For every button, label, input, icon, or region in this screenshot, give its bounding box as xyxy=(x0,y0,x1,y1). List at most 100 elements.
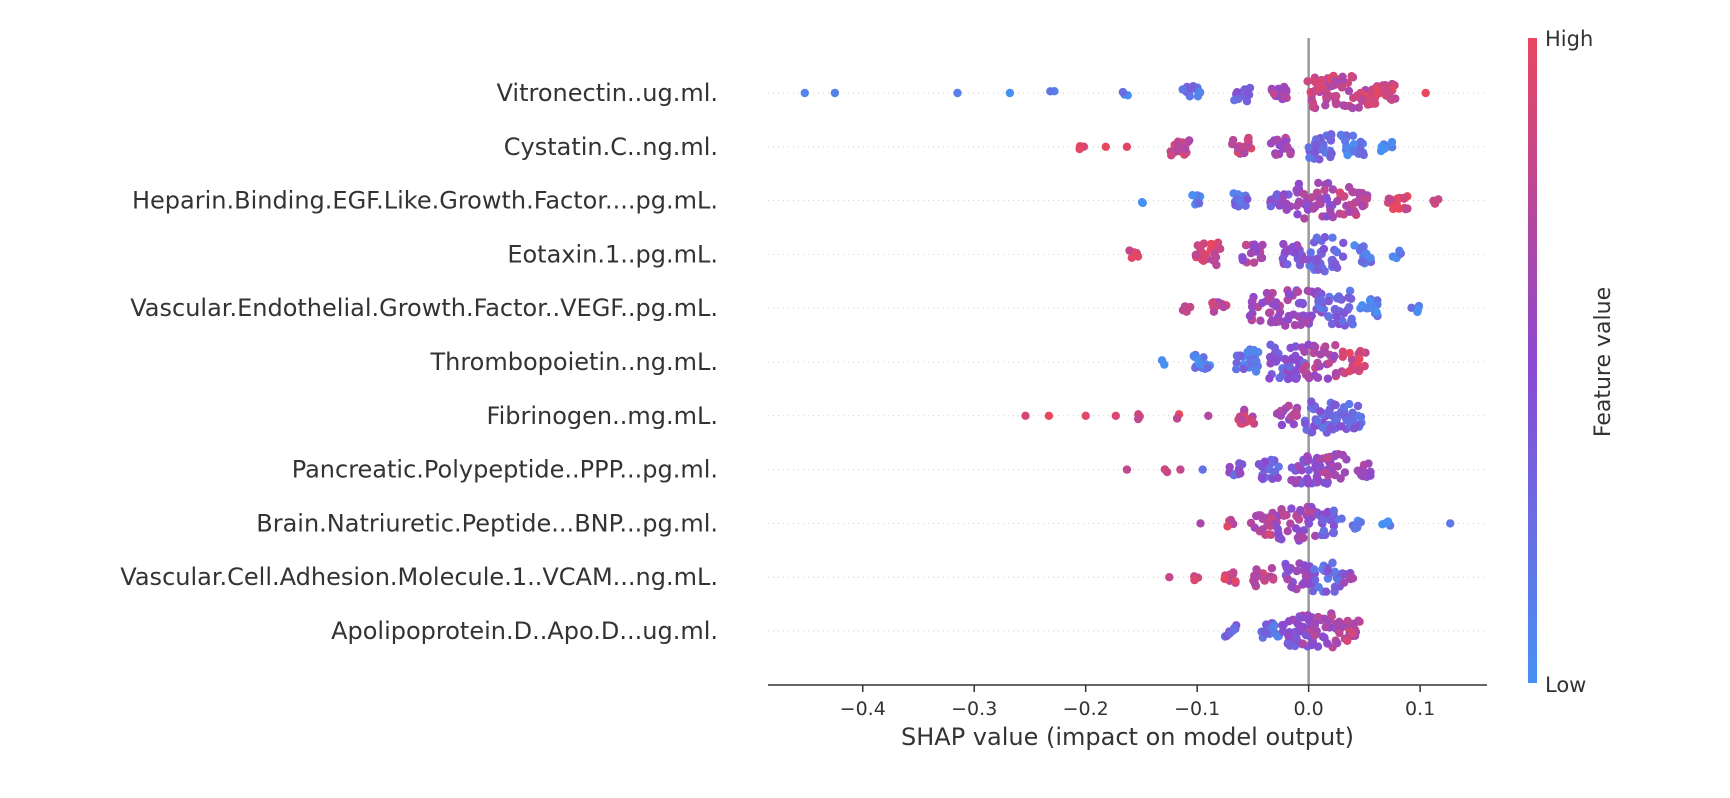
shap-point xyxy=(1246,518,1256,528)
shap-point xyxy=(1343,616,1352,626)
shap-point xyxy=(1293,287,1303,296)
shap-point xyxy=(1322,453,1332,462)
shap-point xyxy=(1340,136,1350,146)
shap-point xyxy=(1298,298,1307,308)
shap-point xyxy=(1356,243,1366,252)
shap-point xyxy=(1199,256,1208,265)
feature-label: Apolipoprotein.D..Apo.D...ug.ml. xyxy=(331,617,718,645)
shap-point xyxy=(1287,463,1297,472)
shap-point xyxy=(1265,374,1274,383)
shap-point xyxy=(1291,524,1301,533)
shap-point xyxy=(1314,178,1323,188)
shap-point xyxy=(1308,98,1318,108)
shap-point xyxy=(1274,529,1283,538)
shap-point xyxy=(1395,246,1404,255)
shap-point xyxy=(1075,144,1084,154)
shap-point xyxy=(1181,144,1190,153)
shap-point xyxy=(1317,145,1327,154)
shap-point xyxy=(1299,533,1308,543)
feature-label: Vitronectin..ug.ml. xyxy=(497,79,718,107)
shap-point xyxy=(1271,357,1281,366)
shap-point xyxy=(1330,77,1340,86)
shap-point xyxy=(1288,476,1297,485)
shap-point xyxy=(1191,250,1201,259)
shap-point xyxy=(1304,466,1313,475)
shap-point xyxy=(1347,316,1356,326)
shap-point xyxy=(1304,372,1313,382)
shap-point xyxy=(1293,210,1302,219)
shap-point xyxy=(1285,362,1295,372)
shap-point xyxy=(1281,321,1290,330)
shap-point xyxy=(1190,575,1199,585)
x-tick-label: −0.1 xyxy=(1174,698,1220,720)
shap-point xyxy=(1283,260,1292,269)
shap-point xyxy=(1081,411,1090,420)
shap-point xyxy=(1400,194,1409,203)
shap-point xyxy=(1219,302,1228,312)
shap-point xyxy=(1320,185,1329,195)
shap-point xyxy=(1298,613,1308,622)
shap-point xyxy=(1319,244,1329,254)
shap-point xyxy=(1299,311,1308,320)
shap-point xyxy=(1275,201,1284,210)
shap-point xyxy=(1307,397,1316,406)
shap-point xyxy=(1336,474,1345,483)
shap-point xyxy=(1344,293,1353,302)
shap-point xyxy=(1350,207,1359,216)
shap-point xyxy=(1122,142,1132,151)
shap-point xyxy=(1348,103,1357,113)
shap-point xyxy=(1318,632,1328,641)
shap-point xyxy=(1291,351,1300,360)
feature-labels: Vitronectin..ug.ml. Cystatin.C..ng.ml. Hep… xyxy=(120,79,718,645)
shap-point xyxy=(1329,528,1338,538)
shap-point xyxy=(1303,286,1313,295)
shap-point xyxy=(1195,87,1204,97)
shap-point xyxy=(1269,575,1278,584)
shap-point xyxy=(1122,465,1132,474)
colorbar-low-label: Low xyxy=(1545,673,1586,697)
shap-point xyxy=(1251,367,1261,376)
shap-point xyxy=(1322,195,1332,204)
shap-point xyxy=(1282,199,1291,209)
shap-point xyxy=(1328,185,1338,194)
shap-point xyxy=(1267,455,1276,465)
shap-point xyxy=(1335,628,1344,638)
shap-point xyxy=(1231,577,1240,586)
shap-point xyxy=(1387,95,1397,105)
shap-point xyxy=(1354,616,1363,625)
shap-point xyxy=(1239,364,1248,374)
shap-point xyxy=(1284,637,1293,647)
shap-point xyxy=(1266,139,1276,148)
x-axis-ticks: −0.4 −0.3 −0.2 −0.1 0.0 0.1 xyxy=(840,685,1435,720)
shap-point xyxy=(1320,478,1329,487)
shap-point xyxy=(1327,149,1336,158)
feature-label: Heparin.Binding.EGF.Like.Growth.Factor..… xyxy=(132,187,718,215)
shap-point xyxy=(1283,527,1292,536)
shap-point xyxy=(1337,422,1346,431)
shap-point xyxy=(1338,252,1348,261)
shap-point xyxy=(1348,408,1357,417)
shap-point xyxy=(1301,630,1311,640)
shap-point xyxy=(1323,565,1333,574)
shap-point xyxy=(1310,565,1319,574)
shap-point xyxy=(1289,310,1298,319)
shap-point xyxy=(1272,348,1281,357)
shap-point xyxy=(1315,407,1325,416)
shap-point xyxy=(1321,623,1330,632)
feature-label: Vascular.Cell.Adhesion.Molecule.1..VCAM.… xyxy=(120,563,718,591)
shap-point xyxy=(1268,474,1277,483)
shap-point xyxy=(1266,202,1276,211)
shap-point xyxy=(1324,312,1334,322)
shap-point xyxy=(1328,233,1337,242)
shap-point xyxy=(1350,241,1359,250)
shap-point xyxy=(1312,233,1322,242)
shap-point xyxy=(1226,515,1236,525)
shap-point xyxy=(1304,143,1313,152)
shap-point xyxy=(800,88,809,98)
shap-point xyxy=(1283,142,1292,151)
shap-point xyxy=(1345,399,1354,409)
shap-point xyxy=(1247,302,1257,311)
shap-point xyxy=(830,88,840,98)
shap-point xyxy=(1242,97,1252,106)
shap-point xyxy=(1345,348,1354,358)
